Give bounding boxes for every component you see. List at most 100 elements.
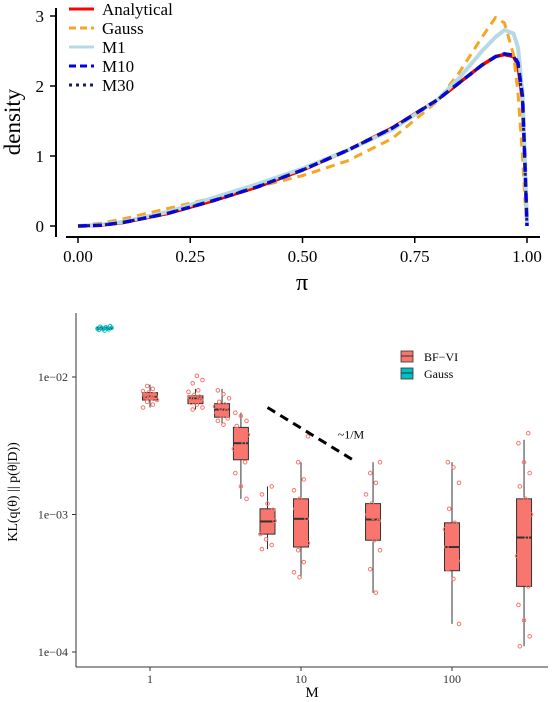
data-point [518, 525, 524, 531]
series-line-m30 [77, 53, 529, 228]
data-point [219, 413, 225, 419]
data-point [302, 501, 308, 506]
box-bfvi-m6 [258, 484, 277, 552]
data-point [194, 402, 200, 407]
trend-label: ~1/M [338, 428, 365, 442]
data-point [266, 515, 272, 520]
kl-panel: 1e−02 1e−03 1e−04 1 10 100 ~1/M M KL(q(θ) ||… [6, 313, 548, 701]
series-line-m1 [77, 28, 529, 228]
box-body [293, 498, 309, 548]
data-point [150, 386, 156, 392]
data-point [372, 537, 377, 543]
box-bfvi-m3 [212, 388, 232, 427]
data-point [452, 520, 458, 526]
data-point [294, 524, 300, 529]
data-point [144, 383, 150, 389]
data-point [525, 430, 531, 436]
data-point [263, 537, 269, 542]
box-body [365, 503, 382, 541]
bottom-y-tick-label: 1e−02 [38, 370, 68, 384]
data-point [240, 427, 245, 433]
data-point [366, 525, 372, 531]
data-point [242, 459, 248, 465]
data-point [444, 544, 449, 550]
data-point [269, 484, 275, 489]
data-point [524, 535, 530, 540]
data-point [146, 390, 151, 395]
box-bfvi-m2 [186, 373, 205, 412]
data-point [367, 566, 373, 572]
legend-label-gauss: Gauss [424, 367, 454, 381]
data-point [445, 459, 451, 465]
data-point [376, 518, 381, 524]
data-point [233, 410, 238, 416]
data-point [377, 547, 383, 553]
data-point [215, 388, 221, 393]
data-point [150, 402, 156, 407]
data-point [235, 437, 241, 442]
top-y-tick-label: 2 [36, 77, 45, 96]
data-point [446, 506, 452, 512]
data-point [301, 477, 307, 482]
data-point [528, 512, 534, 517]
top-y-tick-label: 3 [36, 7, 45, 26]
data-point [245, 432, 251, 438]
data-point [305, 540, 311, 546]
top-x-tick-label: 0.75 [400, 247, 430, 266]
data-point [305, 434, 311, 439]
bottom-x-tick-label: 100 [443, 672, 461, 686]
data-point [233, 470, 238, 476]
data-point [374, 506, 380, 512]
top-y-axis-title: density [0, 88, 25, 155]
data-point [367, 470, 373, 476]
data-point [295, 547, 301, 553]
legend-label-analytical: Analytical [102, 0, 173, 19]
top-y-tick-label: 0 [36, 217, 45, 236]
box-bfvi-m1 [140, 383, 160, 410]
data-point [258, 531, 263, 537]
data-point [301, 559, 307, 565]
data-point [151, 391, 157, 397]
top-y-ticks: 0 1 2 3 [36, 7, 56, 236]
data-point [262, 522, 268, 528]
data-point [525, 584, 531, 589]
data-point [259, 546, 265, 552]
top-x-tick-label: 0.00 [63, 247, 93, 266]
data-point [214, 410, 219, 416]
data-point [238, 484, 244, 489]
data-point [190, 380, 195, 386]
data-point [272, 518, 277, 524]
legend-label-m10: M10 [102, 57, 134, 76]
box-body [516, 498, 533, 587]
legend-label-bfvi: BF−VI [424, 350, 458, 364]
data-point [186, 389, 191, 395]
data-point [144, 399, 150, 405]
bottom-x-tick-label: 1 [147, 672, 153, 686]
legend-label-m30: M30 [102, 76, 134, 95]
trend-line-1-over-m [266, 406, 354, 462]
data-point [140, 388, 146, 394]
bottom-y-axis-title: KL(q(θ) || p(θ|D)) [6, 442, 21, 542]
top-y-tick-label: 1 [36, 147, 45, 166]
legend-label-m1: M1 [102, 38, 126, 57]
data-point [237, 452, 242, 458]
data-point [304, 516, 309, 522]
data-point [517, 644, 523, 649]
data-point [527, 470, 532, 476]
box-bfvi-m10 [291, 434, 311, 580]
data-point [140, 405, 146, 410]
data-point [221, 391, 226, 397]
data-point [268, 527, 273, 532]
data-point [527, 634, 532, 639]
data-point [445, 566, 451, 572]
top-x-tick-label: 0.25 [175, 247, 205, 266]
data-point [221, 422, 226, 427]
data-point [297, 574, 302, 580]
data-point [456, 480, 462, 486]
box-bfvi-m100 [442, 459, 462, 627]
data-point [270, 507, 276, 513]
bottom-y-tick-label: 1e−04 [38, 645, 68, 659]
box-gauss-m0.5 [95, 323, 114, 333]
data-point [373, 480, 379, 486]
